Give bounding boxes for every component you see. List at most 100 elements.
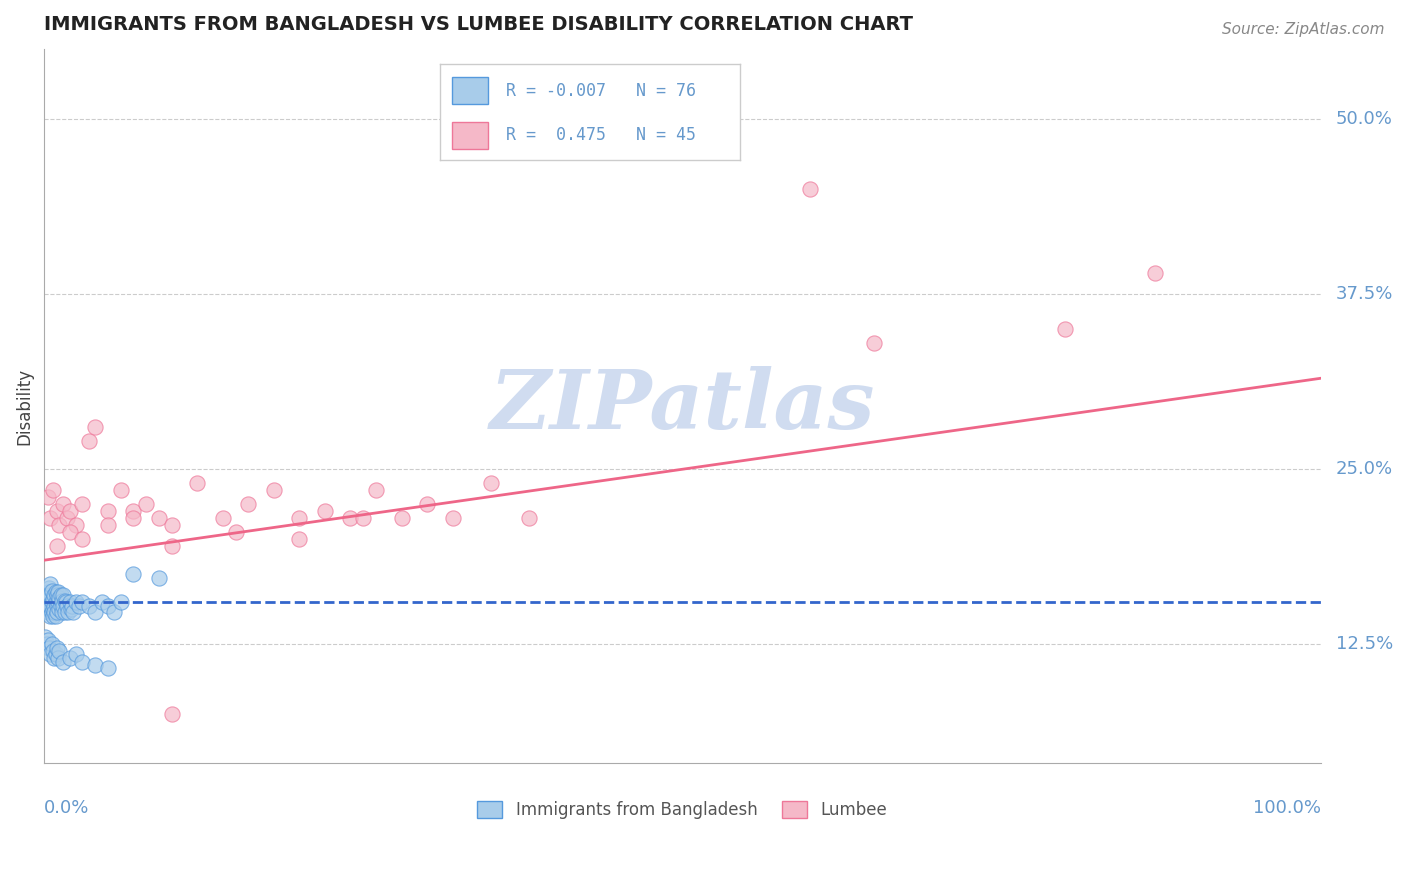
Text: 37.5%: 37.5%: [1336, 285, 1393, 303]
Point: [77, 434, 100, 449]
Point: [51, 594, 73, 608]
Text: 50.0%: 50.0%: [1336, 111, 1393, 128]
Point: [160, 539, 183, 553]
Point: [67, 599, 90, 614]
Point: [49, 599, 72, 614]
Point: [41, 637, 63, 651]
Point: [52, 599, 75, 614]
Point: [59, 595, 82, 609]
Point: [53, 594, 76, 608]
Point: [53, 605, 76, 619]
Point: [45, 595, 67, 609]
Point: [103, 605, 125, 619]
Point: [62, 605, 84, 619]
Point: [55, 595, 77, 609]
Point: [862, 336, 884, 351]
Point: [44, 599, 66, 614]
Point: [59, 504, 82, 518]
Point: [391, 511, 413, 525]
Point: [72, 533, 94, 547]
Point: [122, 567, 145, 582]
Point: [441, 511, 464, 525]
Point: [42, 592, 65, 607]
Point: [42, 483, 65, 498]
Point: [42, 609, 65, 624]
Point: [59, 525, 82, 540]
Point: [37, 605, 59, 619]
Point: [48, 591, 70, 605]
Point: [51, 605, 73, 619]
Point: [58, 605, 80, 619]
Point: [38, 602, 60, 616]
Y-axis label: Disability: Disability: [15, 368, 32, 445]
Point: [41, 584, 63, 599]
Point: [45, 641, 67, 656]
Point: [314, 504, 336, 518]
Text: IMMIGRANTS FROM BANGLADESH VS LUMBEE DISABILITY CORRELATION CHART: IMMIGRANTS FROM BANGLADESH VS LUMBEE DIS…: [44, 15, 912, 34]
Point: [135, 497, 157, 511]
Point: [39, 647, 62, 661]
Point: [238, 497, 260, 511]
Point: [37, 490, 59, 504]
Point: [48, 602, 70, 616]
Point: [148, 511, 170, 525]
Point: [35, 637, 58, 651]
Point: [46, 595, 69, 609]
Point: [38, 591, 60, 605]
Point: [45, 504, 67, 518]
Point: [110, 483, 132, 498]
Point: [45, 585, 67, 599]
Point: [77, 599, 100, 614]
Point: [1054, 322, 1077, 336]
Text: 25.0%: 25.0%: [1336, 460, 1393, 478]
Point: [52, 588, 75, 602]
Point: [37, 632, 59, 647]
Point: [122, 504, 145, 518]
Point: [34, 595, 56, 609]
Text: 100.0%: 100.0%: [1253, 799, 1320, 817]
Point: [35, 599, 58, 614]
Point: [90, 595, 112, 609]
Point: [72, 595, 94, 609]
Point: [52, 656, 75, 670]
Point: [72, 656, 94, 670]
Text: Source: ZipAtlas.com: Source: ZipAtlas.com: [1222, 22, 1385, 37]
Point: [1143, 266, 1166, 280]
Point: [59, 602, 82, 616]
Point: [39, 577, 62, 591]
Point: [65, 518, 87, 533]
Point: [48, 518, 70, 533]
Point: [39, 511, 62, 525]
Point: [45, 605, 67, 619]
Point: [84, 605, 107, 619]
Point: [42, 644, 65, 658]
Point: [45, 647, 67, 661]
Point: [56, 599, 79, 614]
Point: [60, 599, 83, 614]
Point: [84, 420, 107, 434]
Point: [39, 609, 62, 624]
Point: [160, 518, 183, 533]
Point: [148, 571, 170, 585]
Point: [479, 476, 502, 491]
Legend: Immigrants from Bangladesh, Lumbee: Immigrants from Bangladesh, Lumbee: [471, 795, 894, 826]
Point: [52, 497, 75, 511]
Point: [97, 599, 120, 614]
Point: [39, 599, 62, 614]
Point: [160, 707, 183, 722]
Point: [49, 588, 72, 602]
Point: [56, 511, 79, 525]
Point: [339, 511, 361, 525]
Point: [38, 581, 60, 595]
Point: [48, 644, 70, 658]
Point: [41, 595, 63, 609]
Point: [65, 595, 87, 609]
Point: [39, 588, 62, 602]
Point: [45, 609, 67, 624]
Point: [416, 497, 439, 511]
Point: [263, 483, 285, 498]
Point: [37, 595, 59, 609]
Point: [45, 599, 67, 614]
Text: 0.0%: 0.0%: [44, 799, 90, 817]
Point: [44, 588, 66, 602]
